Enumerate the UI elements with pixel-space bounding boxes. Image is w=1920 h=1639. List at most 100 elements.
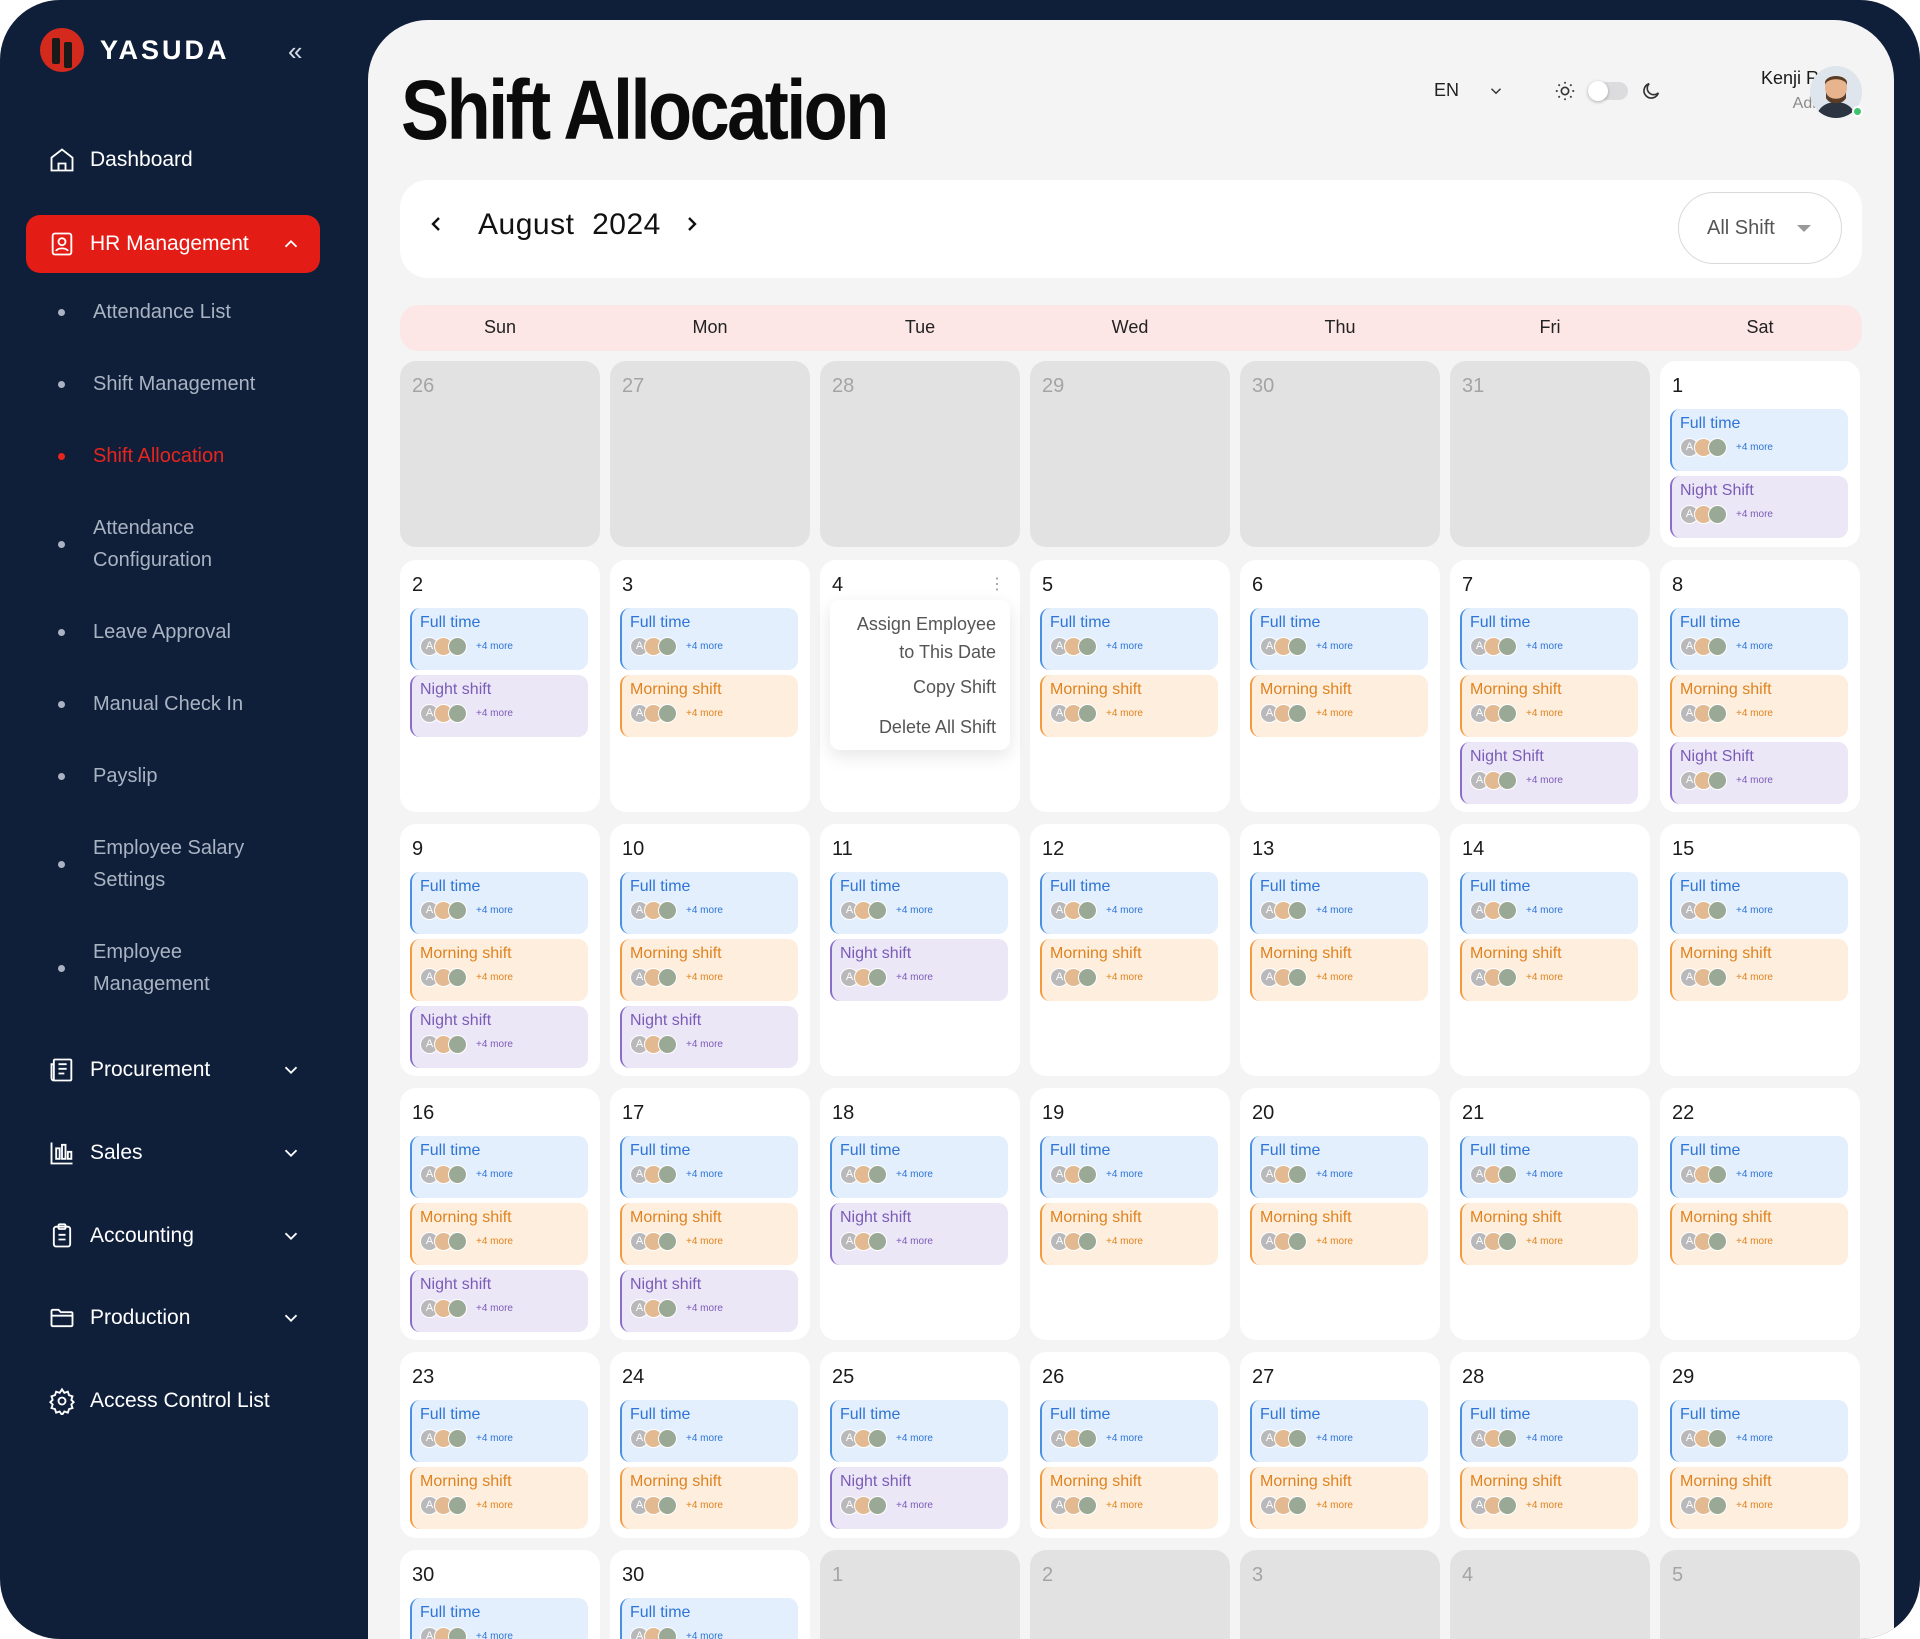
more-assignees-label[interactable]: +4 more bbox=[896, 1500, 933, 1511]
calendar-day-cell[interactable]: 27 Full time A +4 more Morning shift A +4 more bbox=[1240, 1352, 1440, 1538]
shift-chip-morning[interactable]: Morning shift A +4 more bbox=[1040, 939, 1218, 1001]
shift-chip-morning[interactable]: Morning shift A +4 more bbox=[620, 1467, 798, 1529]
calendar-day-cell[interactable]: 11 Full time A +4 more Night shift A +4 more bbox=[820, 824, 1020, 1076]
shift-chip-morning[interactable]: Morning shift A +4 more bbox=[410, 939, 588, 1001]
shift-chip-full[interactable]: Full time A +4 more bbox=[410, 1598, 588, 1639]
menu-procurement[interactable]: Procurement bbox=[26, 1041, 320, 1099]
menu-hr-management[interactable]: HR Management bbox=[26, 215, 320, 273]
copy-shift-menu-item[interactable]: Copy Shift bbox=[912, 677, 996, 697]
next-month-button[interactable] bbox=[680, 210, 704, 245]
shift-chip-full[interactable]: Full time A +4 more bbox=[410, 1136, 588, 1198]
calendar-day-cell[interactable]: 25 Full time A +4 more Night shift A +4 more bbox=[820, 1352, 1020, 1538]
more-assignees-label[interactable]: +4 more bbox=[1736, 972, 1773, 983]
more-assignees-label[interactable]: +4 more bbox=[686, 972, 723, 983]
submenu-employee-management[interactable]: Employee Management bbox=[58, 936, 318, 1000]
more-assignees-label[interactable]: +4 more bbox=[686, 1500, 723, 1511]
more-assignees-label[interactable]: +4 more bbox=[1106, 972, 1143, 983]
calendar-day-cell[interactable]: 18 Full time A +4 more Night shift A +4 more bbox=[820, 1088, 1020, 1340]
shift-chip-full[interactable]: Full time A +4 more bbox=[1670, 872, 1848, 934]
shift-chip-night[interactable]: Night shift A +4 more bbox=[410, 1006, 588, 1068]
more-assignees-label[interactable]: +4 more bbox=[476, 641, 513, 652]
more-assignees-label[interactable]: +4 more bbox=[1736, 708, 1773, 719]
more-assignees-label[interactable]: +4 more bbox=[1316, 1500, 1353, 1511]
more-assignees-label[interactable]: +4 more bbox=[476, 1169, 513, 1180]
calendar-day-cell[interactable]: 28 bbox=[820, 361, 1020, 547]
shift-chip-morning[interactable]: Morning shift A +4 more bbox=[1040, 675, 1218, 737]
language-selector[interactable]: EN bbox=[1434, 80, 1505, 101]
calendar-day-cell[interactable]: 17 Full time A +4 more Morning shift A +4 more… bbox=[610, 1088, 810, 1340]
more-assignees-label[interactable]: +4 more bbox=[1526, 1500, 1563, 1511]
more-assignees-label[interactable]: +4 more bbox=[686, 1039, 723, 1050]
more-options-icon[interactable]: ⋮ bbox=[989, 576, 1005, 593]
calendar-day-cell[interactable]: 22 Full time A +4 more Morning shift A +4 more bbox=[1660, 1088, 1860, 1340]
shift-chip-morning[interactable]: Morning shift A +4 more bbox=[410, 1467, 588, 1529]
more-assignees-label[interactable]: +4 more bbox=[1106, 905, 1143, 916]
shift-chip-morning[interactable]: Morning shift A +4 more bbox=[1460, 939, 1638, 1001]
shift-chip-full[interactable]: Full time A +4 more bbox=[1250, 1136, 1428, 1198]
more-assignees-label[interactable]: +4 more bbox=[896, 972, 933, 983]
calendar-day-cell[interactable]: 2 Full time A +4 more Night shift A +4 more bbox=[400, 560, 600, 812]
shift-chip-full[interactable]: Full time A +4 more bbox=[410, 608, 588, 670]
calendar-day-cell[interactable]: 13 Full time A +4 more Morning shift A +4 more bbox=[1240, 824, 1440, 1076]
calendar-day-cell[interactable]: 15 Full time A +4 more Morning shift A +4 more bbox=[1660, 824, 1860, 1076]
more-assignees-label[interactable]: +4 more bbox=[1526, 775, 1563, 786]
calendar-day-cell[interactable]: 14 Full time A +4 more Morning shift A +4 more bbox=[1450, 824, 1650, 1076]
submenu-attendance-list[interactable]: Attendance List bbox=[58, 296, 318, 328]
shift-chip-full[interactable]: Full time A +4 more bbox=[620, 608, 798, 670]
submenu-manual-check-in[interactable]: Manual Check In bbox=[58, 688, 318, 720]
calendar-day-cell[interactable]: 26 bbox=[400, 361, 600, 547]
submenu-leave-approval[interactable]: Leave Approval bbox=[58, 616, 318, 648]
shift-chip-night[interactable]: Night Shift A +4 more bbox=[1670, 476, 1848, 538]
theme-toggle[interactable] bbox=[1588, 81, 1628, 101]
more-assignees-label[interactable]: +4 more bbox=[1316, 1169, 1353, 1180]
more-assignees-label[interactable]: +4 more bbox=[1316, 905, 1353, 916]
calendar-day-cell[interactable]: 1 bbox=[820, 1550, 1020, 1639]
more-assignees-label[interactable]: +4 more bbox=[1736, 1169, 1773, 1180]
more-assignees-label[interactable]: +4 more bbox=[1526, 1433, 1563, 1444]
shift-chip-full[interactable]: Full time A +4 more bbox=[410, 872, 588, 934]
more-assignees-label[interactable]: +4 more bbox=[896, 1169, 933, 1180]
shift-chip-full[interactable]: Full time A +4 more bbox=[1040, 1136, 1218, 1198]
calendar-day-cell[interactable]: 7 Full time A +4 more Morning shift A +4 more N… bbox=[1450, 560, 1650, 812]
submenu-employee-salary-settings[interactable]: Employee Salary Settings bbox=[58, 832, 318, 896]
shift-chip-full[interactable]: Full time A +4 more bbox=[620, 1400, 798, 1462]
menu-accounting[interactable]: Accounting bbox=[26, 1207, 320, 1265]
more-assignees-label[interactable]: +4 more bbox=[1106, 1500, 1143, 1511]
shift-chip-night[interactable]: Night Shift A +4 more bbox=[1460, 742, 1638, 804]
calendar-day-cell[interactable]: 23 Full time A +4 more Morning shift A +4 more bbox=[400, 1352, 600, 1538]
calendar-day-cell[interactable]: 8 Full time A +4 more Morning shift A +4 more N… bbox=[1660, 560, 1860, 812]
more-assignees-label[interactable]: +4 more bbox=[1316, 708, 1353, 719]
shift-chip-morning[interactable]: Morning shift A +4 more bbox=[620, 1203, 798, 1265]
shift-chip-morning[interactable]: Morning shift A +4 more bbox=[620, 675, 798, 737]
submenu-payslip[interactable]: Payslip bbox=[58, 760, 318, 792]
submenu-attendance-configuration[interactable]: Attendance Configuration bbox=[58, 512, 318, 576]
user-avatar[interactable] bbox=[1810, 66, 1862, 118]
more-assignees-label[interactable]: +4 more bbox=[476, 1236, 513, 1247]
calendar-day-cell[interactable]: 27 bbox=[610, 361, 810, 547]
assign-employee-menu-item[interactable]: Assign Employee to This Date bbox=[856, 614, 996, 662]
shift-chip-night[interactable]: Night shift A +4 more bbox=[620, 1006, 798, 1068]
more-assignees-label[interactable]: +4 more bbox=[1526, 1236, 1563, 1247]
shift-chip-morning[interactable]: Morning shift A +4 more bbox=[410, 1203, 588, 1265]
shift-chip-full[interactable]: Full time A +4 more bbox=[830, 1400, 1008, 1462]
more-assignees-label[interactable]: +4 more bbox=[1736, 509, 1773, 520]
more-assignees-label[interactable]: +4 more bbox=[476, 1631, 513, 1639]
shift-chip-morning[interactable]: Morning shift A +4 more bbox=[1460, 675, 1638, 737]
more-assignees-label[interactable]: +4 more bbox=[476, 708, 513, 719]
shift-chip-morning[interactable]: Morning shift A +4 more bbox=[1670, 1467, 1848, 1529]
calendar-day-cell[interactable]: 30 Full time A +4 more bbox=[400, 1550, 600, 1639]
more-assignees-label[interactable]: +4 more bbox=[1316, 1236, 1353, 1247]
shift-chip-full[interactable]: Full time A +4 more bbox=[1250, 872, 1428, 934]
more-assignees-label[interactable]: +4 more bbox=[1316, 641, 1353, 652]
more-assignees-label[interactable]: +4 more bbox=[686, 708, 723, 719]
delete-all-shift-menu-item[interactable]: Delete All Shift bbox=[878, 717, 996, 737]
calendar-day-cell[interactable]: 5 Full time A +4 more Morning shift A +4 more bbox=[1030, 560, 1230, 812]
calendar-day-cell[interactable]: 3 Full time A +4 more Morning shift A +4 more bbox=[610, 560, 810, 812]
more-assignees-label[interactable]: +4 more bbox=[686, 1303, 723, 1314]
shift-chip-full[interactable]: Full time A +4 more bbox=[830, 872, 1008, 934]
shift-chip-morning[interactable]: Morning shift A +4 more bbox=[1250, 939, 1428, 1001]
shift-chip-full[interactable]: Full time A +4 more bbox=[1250, 608, 1428, 670]
shift-chip-night[interactable]: Night shift A +4 more bbox=[830, 1467, 1008, 1529]
calendar-day-cell[interactable]: 28 Full time A +4 more Morning shift A +4 more bbox=[1450, 1352, 1650, 1538]
calendar-day-cell[interactable]: 30 bbox=[1240, 361, 1440, 547]
